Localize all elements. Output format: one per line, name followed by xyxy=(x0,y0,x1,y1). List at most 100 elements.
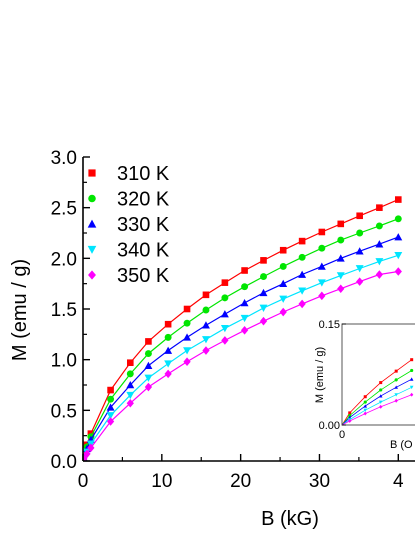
inset-data-point xyxy=(409,377,414,381)
x-tick-label: 4 xyxy=(393,471,404,492)
data-point xyxy=(394,215,402,223)
data-point xyxy=(202,306,210,314)
data-point xyxy=(336,254,345,262)
data-point xyxy=(202,346,210,355)
data-point xyxy=(164,333,172,341)
data-point xyxy=(394,251,403,260)
inset-series-350-k xyxy=(342,392,414,425)
legend-item: 330 K xyxy=(87,214,170,236)
inset-data-point xyxy=(348,411,352,415)
inset-data-point xyxy=(363,400,367,404)
data-point xyxy=(107,395,115,403)
series-310-k xyxy=(83,196,402,460)
x-axis-label: B (kG) xyxy=(261,508,319,530)
inset-data-point xyxy=(348,419,352,423)
x-tick-label: 20 xyxy=(230,471,251,492)
inset-series-320-k xyxy=(342,368,414,425)
inset-fit-line xyxy=(342,386,412,425)
data-point xyxy=(260,273,267,281)
data-point xyxy=(317,279,326,287)
main-axes: 0.0 0.5 1.0 1.5 2.0 2.5 3.0 0 10 20 30 4 xyxy=(51,148,415,492)
x-tick-label: 10 xyxy=(151,471,172,492)
data-point xyxy=(106,403,115,411)
data-point xyxy=(356,229,364,237)
inset-y-axis-label: M (emu / g) xyxy=(314,347,326,403)
data-point xyxy=(221,279,229,286)
data-point xyxy=(298,237,306,245)
data-point xyxy=(83,449,91,459)
data-point xyxy=(298,287,307,295)
legend: 310 K 320 K 330 K 340 K 350 K xyxy=(87,163,170,287)
data-point xyxy=(375,222,383,230)
legend-label: 350 K xyxy=(117,265,170,287)
inset-y-tick-label: 0.15 xyxy=(319,319,340,331)
data-point xyxy=(144,382,153,392)
legend-item: 340 K xyxy=(87,240,170,262)
data-point xyxy=(355,265,364,273)
inset-data-point xyxy=(379,388,383,392)
inset-data-point xyxy=(410,392,414,397)
data-point xyxy=(144,374,153,382)
data-point xyxy=(298,270,307,278)
legend-marker xyxy=(88,169,96,177)
legend-marker xyxy=(88,270,96,280)
data-point xyxy=(220,310,229,318)
data-point xyxy=(164,320,172,328)
inset-data-point xyxy=(379,381,383,385)
data-point xyxy=(240,325,249,335)
data-point xyxy=(375,270,384,279)
y-tick-label: 3.0 xyxy=(51,148,77,169)
data-point xyxy=(376,204,383,211)
data-point xyxy=(164,346,173,354)
main-plot-series xyxy=(83,196,403,461)
inset-plot-series xyxy=(342,358,414,425)
inset-data-point xyxy=(348,413,352,418)
x-tick-label: 0 xyxy=(78,471,89,492)
legend-item: 320 K xyxy=(88,189,170,211)
inset-fit-line xyxy=(342,370,412,425)
data-point xyxy=(279,262,287,270)
data-point xyxy=(240,298,249,307)
data-point xyxy=(126,370,134,378)
data-point xyxy=(144,361,153,370)
inset-series-340-k xyxy=(342,385,414,425)
data-point xyxy=(126,391,135,400)
data-point xyxy=(394,196,402,203)
data-point xyxy=(298,253,306,261)
data-point xyxy=(298,299,306,309)
data-point xyxy=(318,228,326,236)
inset-data-point xyxy=(363,408,368,412)
inset-axes: 0.00 0.15 0 xyxy=(319,319,346,441)
inset-data-point xyxy=(394,378,398,382)
data-point xyxy=(126,398,134,408)
data-point xyxy=(126,381,135,389)
data-point xyxy=(183,357,191,366)
data-point xyxy=(241,283,249,291)
legend-marker xyxy=(88,194,96,203)
data-point xyxy=(106,412,115,420)
inset-data-point xyxy=(378,394,383,398)
data-point xyxy=(375,258,384,266)
data-point xyxy=(202,321,210,329)
data-point xyxy=(183,319,191,327)
data-point xyxy=(318,244,326,252)
data-point xyxy=(337,220,345,228)
data-point xyxy=(240,314,249,323)
data-point xyxy=(337,284,345,294)
inset-data-point xyxy=(363,395,367,399)
data-point xyxy=(202,291,210,299)
legend-label: 310 K xyxy=(117,163,170,185)
inset-data-point xyxy=(363,411,367,416)
series-350-k xyxy=(83,267,402,461)
inset-x-axis-label: B (O xyxy=(390,439,413,451)
inset-data-point xyxy=(410,368,414,373)
data-point xyxy=(336,272,345,280)
inset-y-tick-label: 0.00 xyxy=(319,420,340,432)
y-tick-label: 2.0 xyxy=(51,249,77,270)
data-point xyxy=(356,212,363,220)
data-point xyxy=(164,360,173,368)
legend-label: 340 K xyxy=(117,240,170,262)
data-point xyxy=(375,240,384,248)
y-tick-label: 0.5 xyxy=(51,401,77,422)
data-point xyxy=(279,246,287,254)
